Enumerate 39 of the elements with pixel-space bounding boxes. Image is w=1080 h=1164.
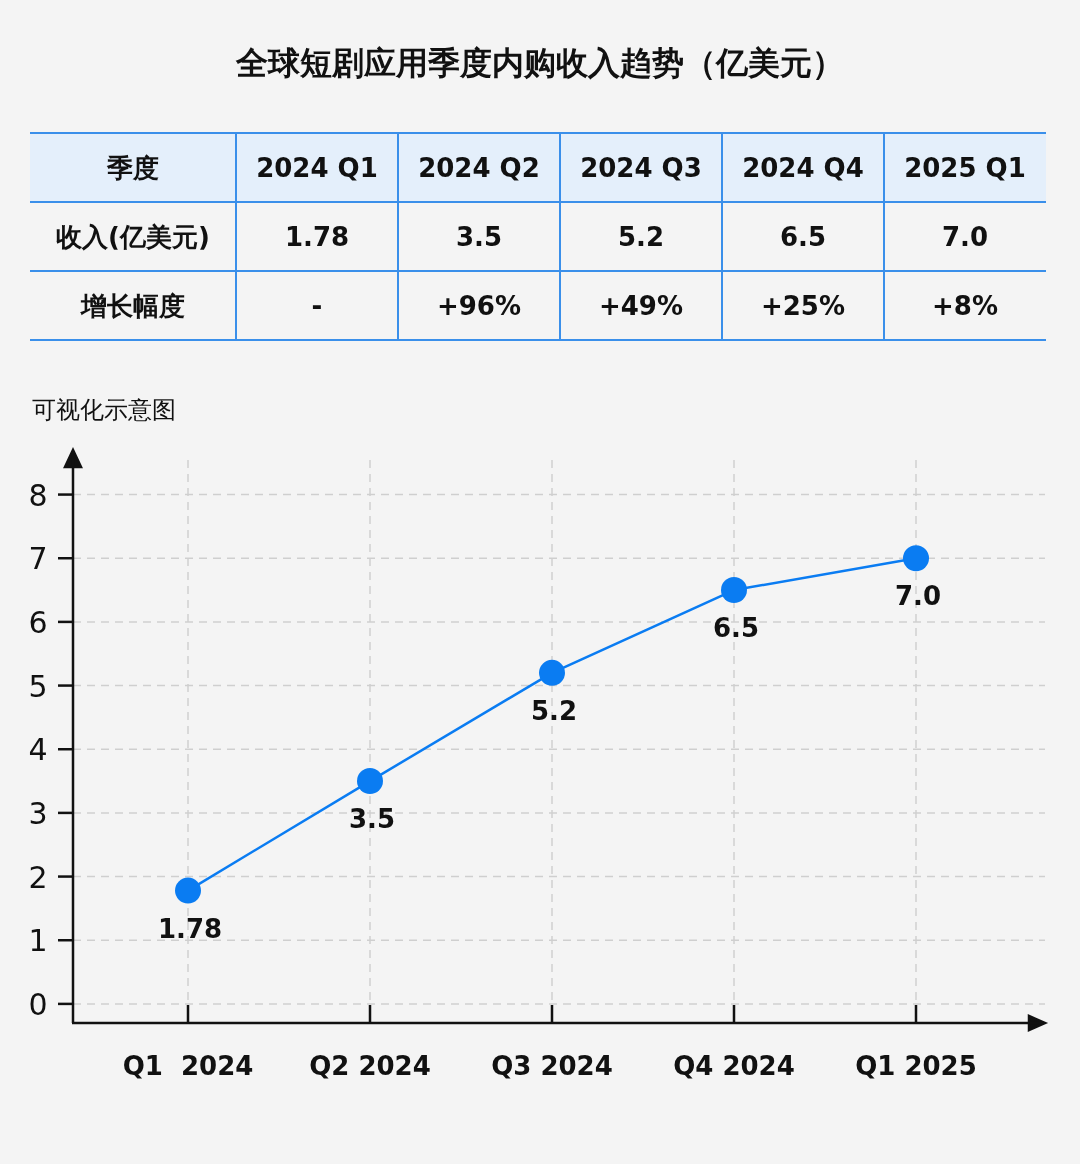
table-column-header: 2024 Q2 (418, 152, 540, 183)
data-label: 1.78 (157, 913, 223, 944)
table-cell: 7.0 (941, 221, 989, 252)
table-column-header: 2024 Q1 (256, 152, 378, 183)
x-tick-label: Q4 2024 (673, 1051, 795, 1081)
table-column-header: 2024 Q3 (580, 152, 702, 183)
data-label: 7.0 (894, 581, 942, 612)
table-column-header: 季度 (107, 152, 159, 183)
x-tick-label: Q1 2024 (122, 1051, 254, 1081)
table-column-header: 2024 Q4 (742, 152, 864, 183)
y-tick-label: 0 (28, 986, 48, 1022)
data-label: 3.5 (348, 804, 396, 835)
table-cell: 3.5 (455, 221, 503, 252)
y-tick-label: 7 (28, 541, 48, 577)
table-cell: +25% (761, 290, 845, 321)
x-tick-label: Q2 2024 (309, 1051, 431, 1081)
table-cell: +96% (437, 290, 521, 321)
data-label: 5.2 (530, 695, 578, 726)
y-tick-label: 3 (28, 795, 48, 831)
text: 可视化示意图 (32, 396, 176, 424)
y-tick-label: 1 (28, 923, 48, 959)
table-row-header: 收入(亿美元) (56, 221, 210, 252)
table-row-header: 增长幅度 (81, 290, 185, 321)
table-column-header: 2025 Q1 (904, 152, 1026, 183)
table-cell: 5.2 (617, 221, 665, 252)
table-cell: 6.5 (779, 221, 827, 252)
table-cell: +49% (599, 290, 683, 321)
x-tick-label: Q3 2024 (491, 1051, 613, 1081)
x-tick-label: Q1 2025 (855, 1051, 977, 1081)
table-cell: +8% (932, 290, 998, 321)
y-tick-label: 8 (28, 477, 48, 513)
y-tick-label: 2 (28, 859, 48, 895)
chart-title: 全球短剧应用季度内购收入趋势（亿美元） (235, 44, 844, 82)
y-tick-label: 4 (28, 732, 48, 768)
data-label: 6.5 (712, 613, 760, 644)
table-cell: - (311, 290, 323, 321)
y-tick-label: 6 (28, 604, 48, 640)
y-tick-label: 5 (28, 668, 48, 704)
table-cell: 1.78 (284, 221, 350, 252)
